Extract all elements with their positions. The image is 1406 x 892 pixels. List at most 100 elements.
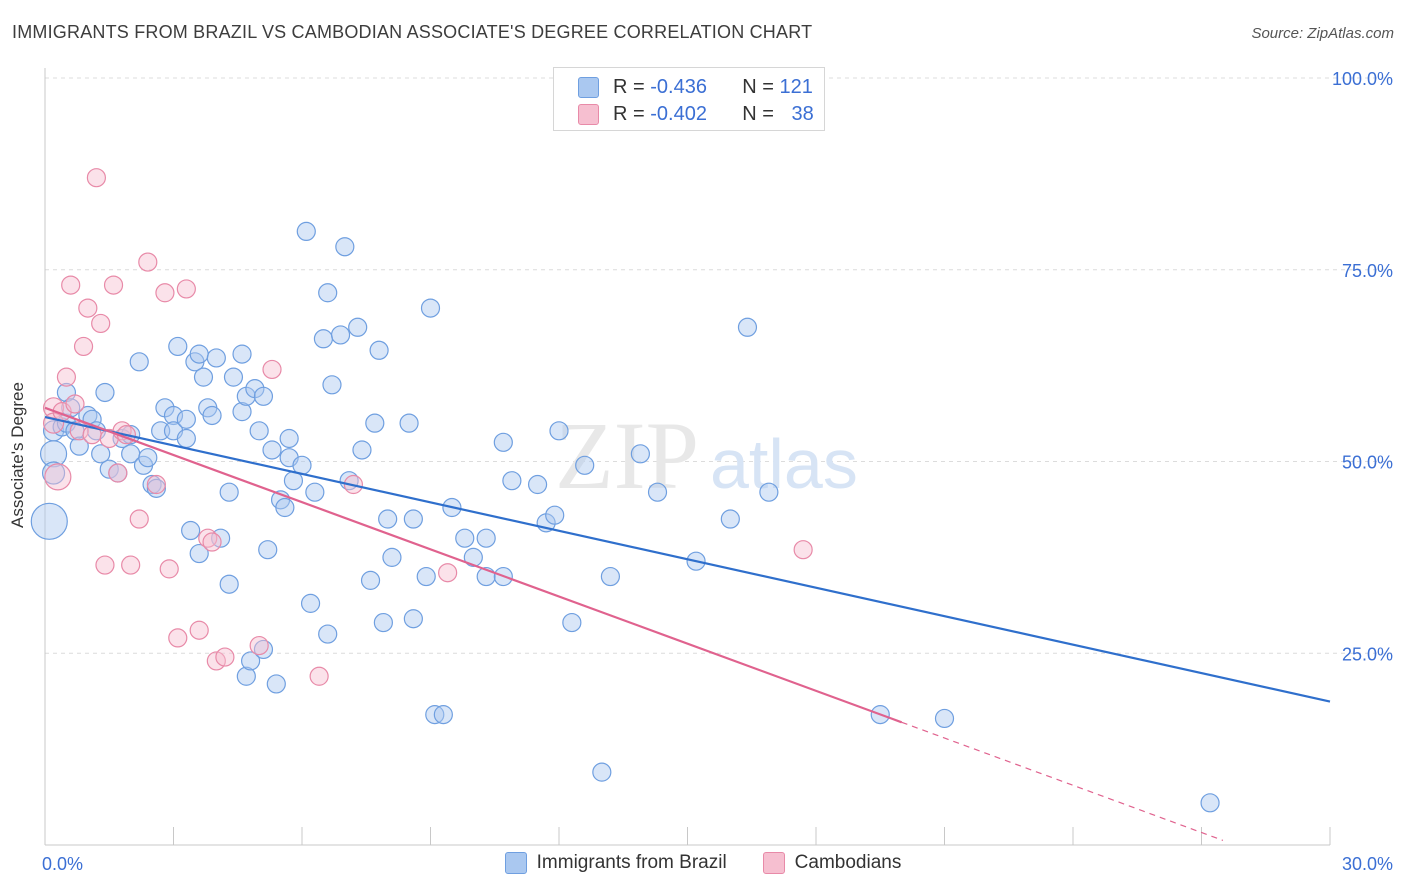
legend-row-cambodians: R = -0.402 N = 38 <box>578 102 814 126</box>
point-cambodians <box>309 666 329 686</box>
legend-item-cambodians: Cambodians <box>762 852 902 874</box>
watermark-zip: ZIP <box>555 402 699 509</box>
point-brazil <box>30 502 68 540</box>
point-brazil <box>549 421 569 441</box>
point-brazil <box>476 528 496 548</box>
point-brazil <box>189 543 209 564</box>
legend-item-brazil: Immigrants from Brazil <box>504 852 727 874</box>
grid-lines <box>45 77 1392 654</box>
point-cambodians <box>44 463 72 491</box>
point-brazil <box>737 317 758 337</box>
point-brazil <box>193 367 214 387</box>
point-cambodians <box>155 283 175 303</box>
point-brazil <box>275 497 295 518</box>
point-brazil <box>223 367 244 387</box>
point-cambodians <box>56 367 77 387</box>
point-brazil <box>202 405 222 426</box>
y-tick-label: 50.0% <box>1342 453 1393 473</box>
watermark: ZIP atlas <box>555 402 858 509</box>
point-brazil <box>592 762 612 782</box>
point-brazil <box>382 547 402 567</box>
legend-n-label: N = <box>742 102 774 125</box>
point-brazil <box>575 455 595 475</box>
tick-labels: 25.0% 50.0% 75.0% 100.0% 0.0% 30.0% <box>42 69 1393 874</box>
point-brazil <box>360 570 381 590</box>
point-brazil <box>934 708 955 729</box>
point-cambodians <box>61 275 81 295</box>
point-cambodians <box>65 394 85 414</box>
legend-swatch-brazil <box>504 852 527 874</box>
point-cambodians <box>176 279 196 299</box>
point-brazil <box>318 624 338 644</box>
trend-lines <box>44 406 1331 841</box>
legend-label-cambodians: Cambodians <box>794 852 902 873</box>
point-brazil <box>399 413 419 433</box>
point-brazil <box>562 612 582 633</box>
point-brazil <box>313 329 334 349</box>
point-brazil <box>262 440 282 460</box>
trend-line-cambodians <box>44 406 903 724</box>
y-tick-label: 25.0% <box>1342 644 1393 664</box>
point-brazil <box>318 283 338 303</box>
point-cambodians <box>73 336 94 357</box>
point-brazil <box>266 674 286 694</box>
point-brazil <box>176 409 196 429</box>
point-brazil <box>720 509 740 529</box>
point-cambodians <box>189 620 209 640</box>
point-brazil <box>433 705 453 725</box>
legend-swatch-cambodians <box>578 103 599 125</box>
point-cambodians <box>91 313 111 334</box>
axes <box>44 68 1331 846</box>
point-cambodians <box>202 532 222 552</box>
series-legend: Immigrants from Brazil Cambodians <box>0 852 1406 874</box>
point-brazil <box>176 428 196 449</box>
point-brazil <box>378 509 398 529</box>
point-brazil <box>219 574 239 594</box>
point-brazil <box>279 428 299 449</box>
x-tick-label: 0.0% <box>42 854 83 874</box>
legend-swatch-brazil <box>578 76 599 98</box>
point-brazil <box>373 612 393 633</box>
point-brazil <box>403 509 423 529</box>
legend-row-brazil: R = -0.436 N = 121 <box>578 75 813 99</box>
y-axis-label: Associate's Degree <box>8 382 27 528</box>
point-brazil <box>335 237 355 257</box>
point-cambodians <box>168 628 188 648</box>
point-brazil <box>403 609 423 629</box>
point-cambodians <box>159 559 179 579</box>
trend-line-cambodians-extension <box>901 721 1224 841</box>
point-brazil <box>416 566 436 587</box>
point-brazil <box>69 436 89 456</box>
point-brazil <box>545 505 565 525</box>
point-brazil <box>759 482 779 502</box>
data-points <box>30 168 1220 813</box>
legend-r-value: -0.436 <box>650 75 707 98</box>
point-brazil <box>300 593 321 613</box>
point-brazil <box>181 520 201 541</box>
point-brazil <box>219 482 239 502</box>
point-cambodians <box>108 463 128 483</box>
point-brazil <box>630 444 650 464</box>
point-brazil <box>138 448 158 468</box>
y-tick-label: 100.0% <box>1332 69 1393 89</box>
x-tick-label: 30.0% <box>1342 854 1393 874</box>
point-cambodians <box>86 168 107 188</box>
point-brazil <box>232 402 252 422</box>
chart-source: Source: ZipAtlas.com <box>1251 25 1394 42</box>
point-brazil <box>322 375 342 395</box>
point-brazil <box>365 413 385 433</box>
watermark-atlas: atlas <box>710 425 858 503</box>
point-brazil <box>39 440 68 468</box>
point-brazil <box>236 666 256 686</box>
point-brazil <box>1200 793 1220 813</box>
point-brazil <box>502 471 522 491</box>
point-cambodians <box>103 275 124 295</box>
legend-n-value: 121 <box>779 75 813 98</box>
point-cambodians <box>121 555 141 575</box>
legend-label-brazil: Immigrants from Brazil <box>536 852 727 873</box>
point-cambodians <box>146 474 166 495</box>
point-brazil <box>91 444 111 464</box>
legend-r-label: R = <box>613 75 645 98</box>
point-brazil <box>305 482 325 502</box>
point-brazil <box>206 348 226 368</box>
